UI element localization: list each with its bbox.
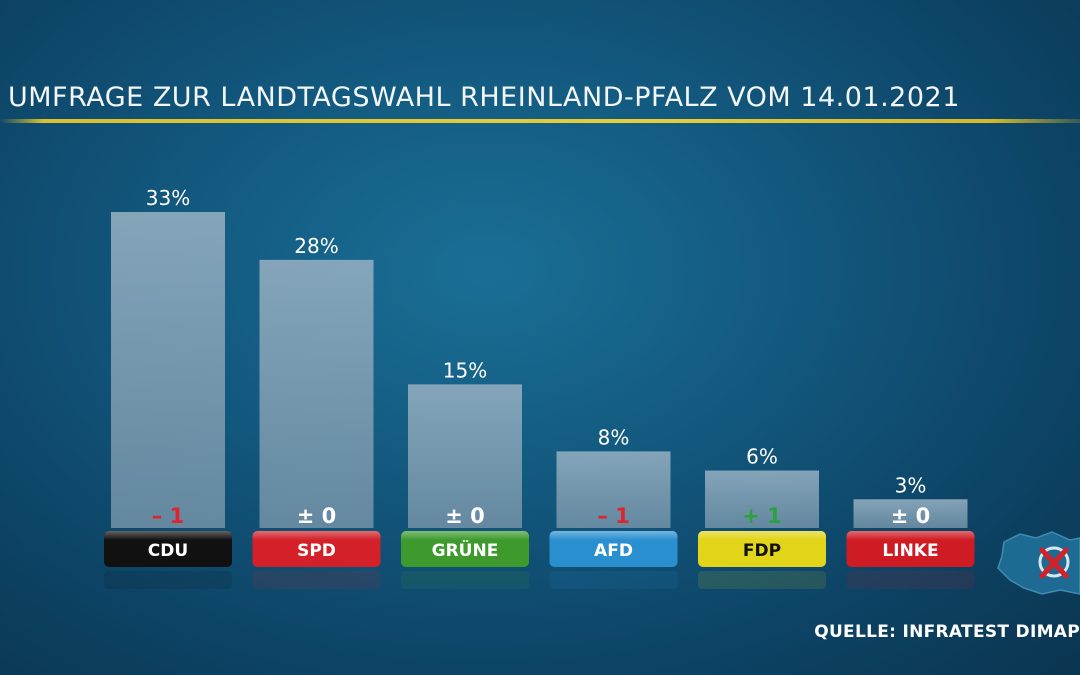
value-label-spd: 28%: [294, 234, 338, 258]
category-label-cdu: CDU: [148, 541, 188, 561]
category-reflection-afd: [549, 571, 678, 589]
rheinland-pfalz-map-logo-icon: [997, 531, 1080, 595]
value-label-fdp: 6%: [746, 445, 778, 469]
category-box-shine-afd: [549, 531, 678, 549]
category-reflection-fdp: [698, 571, 826, 589]
category-box-shine-cdu: [104, 531, 232, 549]
value-label-grne: 15%: [443, 358, 487, 382]
category-box-shine-spd: [252, 531, 381, 549]
source-label: QUELLE: INFRATEST DIMAP: [814, 622, 1080, 642]
bar-cdu: [111, 212, 225, 528]
category-label-spd: SPD: [297, 541, 336, 561]
change-label-fdp: + 1: [742, 504, 782, 528]
title-underline: [0, 119, 1080, 123]
bar-spd: [259, 259, 374, 528]
change-label-linke: ± 0: [891, 504, 931, 528]
bar-grne: [408, 384, 522, 528]
value-label-cdu: 33%: [146, 186, 190, 210]
bar-afd: [556, 451, 671, 528]
value-label-linke: 3%: [895, 473, 927, 497]
category-reflection-cdu: [104, 571, 232, 589]
category-box-shine-fdp: [698, 531, 826, 549]
change-label-cdu: – 1: [152, 504, 184, 528]
category-label-grne: GRÜNE: [432, 539, 499, 561]
category-label-linke: LINKE: [882, 541, 938, 561]
bar-fdp: [705, 470, 819, 528]
category-box-shine-grne: [401, 531, 529, 549]
change-label-spd: ± 0: [297, 504, 337, 528]
change-label-grne: ± 0: [445, 504, 485, 528]
category-label-afd: AFD: [594, 541, 633, 561]
category-box-shine-linke: [846, 531, 975, 549]
bar-linke: [853, 499, 968, 528]
change-label-afd: – 1: [597, 504, 629, 528]
chart-title: UMFRAGE ZUR LANDTAGSWAHL RHEINLAND-PFALZ…: [8, 82, 960, 113]
category-reflection-grne: [401, 571, 529, 589]
category-label-fdp: FDP: [743, 541, 781, 561]
category-reflection-spd: [252, 571, 381, 589]
category-reflection-linke: [846, 571, 975, 589]
value-label-afd: 8%: [598, 425, 630, 449]
